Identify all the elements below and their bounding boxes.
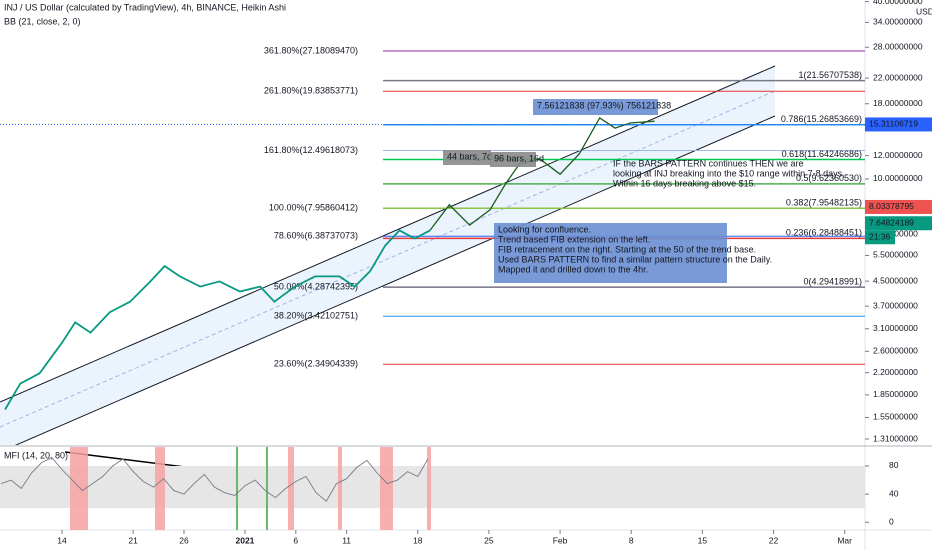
annotation-box	[443, 150, 491, 165]
annotation-box	[494, 223, 727, 283]
fib-ext-label: 78.60%(6.38737073)	[274, 231, 358, 241]
fib-ret-label: 0.236(6.28488451)	[786, 228, 862, 238]
y-tick-label: 1.31000000	[873, 433, 918, 443]
y-tick-label: 4.50000000	[873, 275, 918, 285]
annotation-text: Looking for confluence.	[498, 224, 591, 234]
mfi-zone	[155, 447, 165, 530]
y-tick-label: 1.85000000	[873, 389, 918, 399]
fib-ext-label: 361.80%(27.18089470)	[264, 45, 358, 55]
y-tick-label: 5.50000000	[873, 250, 918, 260]
channel-line	[14, 115, 776, 445]
fib-ext-label: 161.80%(12.49618073)	[264, 145, 358, 155]
mfi-zone	[380, 447, 393, 530]
annotation-text: 96 bars, 16d	[494, 153, 544, 163]
x-tick-label: 6	[293, 535, 298, 545]
x-tick-label: 2021	[236, 535, 255, 545]
countdown: 21:36	[869, 232, 891, 242]
y-tick-label: 2.20000000	[873, 367, 918, 377]
fib-ret-label: 0(4.29418991)	[803, 276, 862, 286]
price-line	[4, 229, 431, 410]
annotation-text: FIB retracement on the right. Starting a…	[498, 244, 756, 254]
x-tick-label: Mar	[837, 535, 852, 545]
mfi-zone	[427, 447, 431, 530]
y-tick-label: 18.00000000	[873, 98, 923, 108]
fib-ext-label: 100.00%(7.95860412)	[269, 203, 358, 213]
y-tick-label: 3.10000000	[873, 323, 918, 333]
header-title: INJ / US Dollar (calculated by TradingVi…	[4, 2, 286, 12]
y-tick-label: 1.55000000	[873, 412, 918, 422]
fib-ext-label: 50.00%(4.28742395)	[274, 282, 358, 292]
x-tick-label: 26	[179, 535, 189, 545]
mfi-tick-label: 40	[889, 488, 899, 498]
x-tick-label: 11	[342, 535, 351, 545]
y-tick-label: 34.00000000	[873, 17, 923, 27]
x-tick-label: Feb	[553, 535, 568, 545]
fib-ret-label: 0.618(11.64246686)	[782, 149, 862, 159]
annotation-text: 7.56121838 (97.93%) 756121838	[537, 100, 671, 110]
projection-line	[429, 116, 655, 231]
countdown-bg	[865, 230, 895, 245]
annotation-text: Trend based FIB extension on the left.	[498, 234, 650, 244]
fib-ext-label: 23.60%(2.34904339)	[274, 359, 358, 369]
annotation-text: Within 16 days breaking above $15.	[613, 178, 756, 188]
mfi-band	[0, 465, 865, 509]
annotation-text: looking at INJ breaking into the $10 ran…	[613, 168, 845, 178]
y-tick-label: 12.00000000	[873, 150, 923, 160]
channel-mid	[0, 90, 776, 428]
price-label: 7.64824189	[869, 218, 914, 228]
y-tick-label: 40.00000000	[873, 0, 923, 6]
y-tick-label: 6.50000000	[873, 228, 918, 238]
y-tick-label: 10.00000000	[873, 173, 923, 183]
annotation-box	[490, 152, 536, 167]
mfi-zone	[338, 447, 342, 530]
x-tick-label: 21	[128, 535, 138, 545]
price-label-bg	[865, 216, 932, 231]
fib-ret-label: 0.786(15.26853669)	[781, 114, 862, 124]
mfi-title: MFI (14, 20, 80)	[4, 450, 68, 460]
x-tick-label: 8	[629, 535, 634, 545]
fib-ext-label: 38.20%(3.42102751)	[274, 311, 358, 321]
x-tick-label: 18	[413, 535, 423, 545]
fib-ret-label: 1(21.56707538)	[798, 70, 862, 80]
annotation-text: Used BARS PATTERN to find a similar patt…	[498, 254, 772, 264]
y-tick-label: 28.00000000	[873, 41, 923, 51]
annotation-text: Mapped it and drilled down to the 4hr.	[498, 264, 648, 274]
x-tick-label: 15	[698, 535, 708, 545]
y-tick-label: 22.00000000	[873, 72, 923, 82]
x-tick-label: 25	[484, 535, 494, 545]
price-label: 8.03378795	[869, 201, 914, 211]
mfi-zone	[70, 447, 88, 530]
annotation-box	[533, 99, 658, 115]
price-label-bg	[865, 199, 932, 214]
mfi-line	[0, 457, 429, 502]
annotation-text: IF the BARS PATTERN continues THEN we ar…	[613, 158, 804, 168]
y-tick-label: 3.70000000	[873, 300, 918, 310]
x-tick-label: 22	[769, 535, 779, 545]
mfi-zone	[266, 447, 268, 530]
axis-unit: USD	[916, 6, 932, 16]
x-tick-label: 14	[57, 535, 67, 545]
price-label-bg	[865, 117, 932, 132]
mfi-zone	[236, 447, 238, 530]
mfi-zone	[288, 447, 294, 530]
fib-ret-label: 0.5(9.62360530)	[796, 173, 862, 183]
mfi-tick-label: 80	[889, 460, 899, 470]
fib-ret-label: 0.382(7.95482135)	[786, 198, 862, 208]
fib-ext-label: 261.80%(19.83853771)	[264, 86, 358, 96]
indicator-label: BB (21, close, 2, 0)	[4, 16, 81, 26]
price-label: 15.31106719	[869, 119, 918, 129]
y-tick-label: 2.60000000	[873, 346, 918, 356]
annotation-text: 44 bars, 7d 8h	[447, 151, 505, 161]
mfi-tick-label: 0	[889, 517, 894, 527]
channel-fill	[0, 66, 775, 445]
